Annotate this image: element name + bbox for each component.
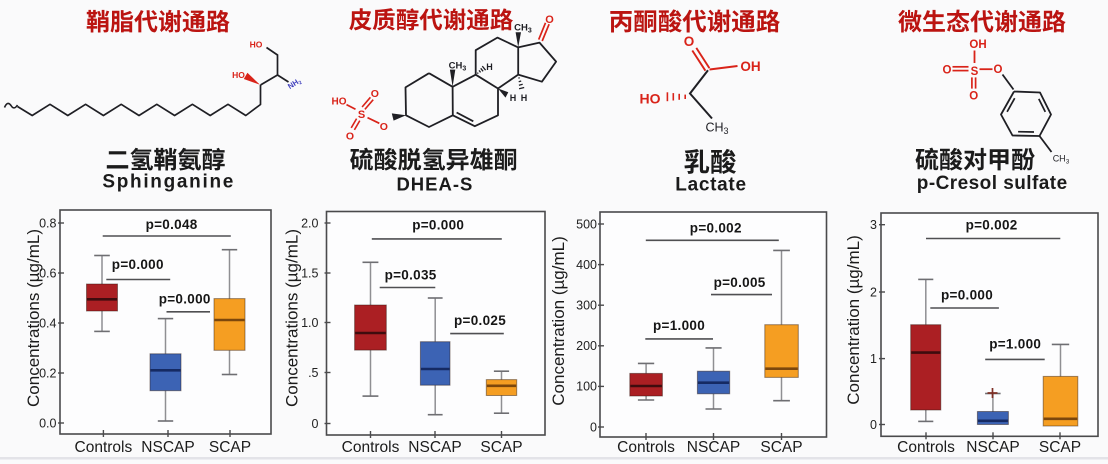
svg-text:0.8: 0.8 (39, 216, 56, 230)
svg-text:OH: OH (969, 39, 986, 51)
svg-text:O: O (545, 14, 554, 26)
svg-text:Controls: Controls (75, 439, 133, 456)
svg-text:200: 200 (576, 339, 597, 353)
svg-text:Concentration (µg/mL): Concentration (µg/mL) (844, 235, 863, 404)
svg-text:O: O (346, 131, 354, 143)
svg-text:Controls: Controls (897, 439, 955, 456)
svg-text:p=0.002: p=0.002 (690, 221, 742, 236)
svg-text:H: H (521, 93, 528, 103)
svg-text:0: 0 (590, 420, 597, 434)
svg-text:0.6: 0.6 (39, 266, 56, 280)
svg-text:0.4: 0.4 (39, 316, 56, 330)
svg-text:0.2: 0.2 (39, 366, 56, 380)
svg-text:SCAP: SCAP (209, 439, 251, 456)
svg-text:2.0: 2.0 (301, 216, 318, 230)
svg-text:0: 0 (312, 417, 319, 431)
svg-text:p=0.000: p=0.000 (941, 288, 993, 303)
svg-text:p=0.025: p=0.025 (454, 313, 506, 328)
svg-text:HO: HO (250, 40, 263, 50)
svg-text:SCAP: SCAP (1039, 439, 1081, 456)
svg-text:CH3: CH3 (1053, 154, 1070, 166)
svg-text:p=0.048: p=0.048 (146, 217, 198, 232)
svg-text:300: 300 (576, 299, 597, 313)
svg-text:Controls: Controls (617, 439, 675, 456)
svg-text:O: O (943, 65, 952, 77)
svg-text:Sphinganine: Sphinganine (102, 172, 235, 193)
svg-text:NSCAP: NSCAP (141, 439, 194, 456)
svg-text:p=0.000: p=0.000 (112, 257, 164, 272)
svg-text:DHEA-S: DHEA-S (396, 173, 473, 194)
svg-text:CH3: CH3 (514, 23, 532, 35)
svg-text:O: O (994, 64, 1003, 76)
svg-text:1.0: 1.0 (301, 316, 318, 330)
svg-text:CH3: CH3 (449, 61, 467, 73)
svg-text:O: O (969, 91, 978, 103)
svg-text:0: 0 (870, 418, 877, 432)
svg-text:0.0: 0.0 (39, 416, 56, 430)
svg-text:HO: HO (232, 70, 245, 80)
svg-text:Concentrations (µg/mL): Concentrations (µg/mL) (24, 229, 43, 407)
svg-text:HO: HO (640, 91, 661, 107)
svg-text:p=0.002: p=0.002 (966, 218, 1018, 233)
svg-text:1.5: 1.5 (301, 266, 318, 280)
svg-text:Lactate: Lactate (675, 175, 746, 196)
svg-text:500: 500 (576, 217, 597, 231)
svg-text:.5: .5 (308, 366, 318, 380)
svg-text:NSCAP: NSCAP (408, 439, 461, 456)
svg-text:Controls: Controls (342, 439, 400, 456)
svg-text:H: H (510, 93, 517, 103)
svg-text:O: O (684, 34, 695, 49)
svg-text:NSCAP: NSCAP (687, 439, 740, 456)
svg-text:2: 2 (870, 285, 877, 299)
svg-text:S: S (971, 66, 979, 78)
svg-text:NSCAP: NSCAP (966, 439, 1019, 456)
svg-text:HO: HO (332, 97, 347, 108)
svg-text:Concentration (µg/mL): Concentration (µg/mL) (549, 236, 568, 405)
svg-text:100: 100 (576, 380, 597, 394)
svg-text:S: S (358, 109, 365, 121)
svg-text:SCAP: SCAP (480, 439, 522, 456)
svg-text:3: 3 (870, 218, 877, 232)
svg-text:400: 400 (576, 258, 597, 272)
svg-text:p=0.005: p=0.005 (714, 275, 766, 290)
svg-text:O: O (380, 121, 388, 133)
svg-text:p=1.000: p=1.000 (653, 318, 705, 333)
svg-text:p-Cresol sulfate: p-Cresol sulfate (917, 173, 1068, 194)
svg-text:O: O (371, 88, 379, 100)
svg-text:CH3: CH3 (705, 121, 728, 137)
svg-text:OH: OH (740, 59, 760, 74)
svg-text:H: H (486, 62, 493, 72)
svg-text:p=0.000: p=0.000 (412, 218, 464, 233)
svg-text:p=0.035: p=0.035 (385, 268, 437, 283)
svg-text:p=0.000: p=0.000 (159, 292, 211, 307)
svg-text:p=1.000: p=1.000 (989, 337, 1041, 352)
svg-text:Concentrations (µg/mL): Concentrations (µg/mL) (283, 229, 302, 407)
svg-text:1: 1 (870, 352, 877, 366)
svg-text:SCAP: SCAP (760, 439, 802, 456)
